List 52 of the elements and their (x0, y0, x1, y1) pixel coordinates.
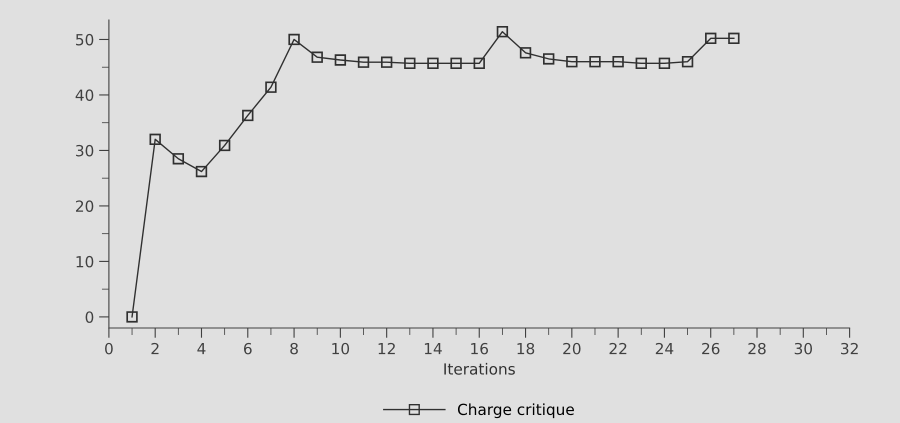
y-tick-label: 10 (76, 256, 94, 268)
x-tick-label: 20 (563, 342, 581, 354)
x-tick-label: 0 (105, 342, 113, 354)
point (612, 56, 624, 68)
point (126, 311, 138, 323)
point (312, 52, 323, 63)
x-tick-label: 22 (610, 342, 626, 354)
x-tick-label: 14 (424, 343, 442, 354)
point (450, 58, 462, 70)
point (172, 153, 184, 164)
point (658, 58, 670, 70)
x-tick-label: 4 (197, 343, 206, 354)
point (265, 81, 277, 93)
point (520, 47, 532, 58)
point (288, 34, 300, 46)
point (542, 53, 554, 65)
legend-label: Charge critique (458, 403, 574, 418)
point (474, 58, 485, 70)
x-tick-label: 32 (841, 342, 858, 354)
point (427, 58, 439, 70)
point (496, 26, 508, 38)
x-tick-label: 28 (748, 342, 766, 354)
x-tick-label: 30 (794, 342, 812, 354)
x-tick-label: 26 (702, 342, 720, 354)
point (150, 134, 161, 146)
point (218, 140, 230, 152)
x-tick-label: 16 (471, 342, 488, 354)
y-tick-label: 40 (76, 89, 94, 101)
x-axis-title: Iterations (444, 362, 515, 375)
x-tick-label: 2 (151, 342, 159, 354)
y-tick-label: 20 (76, 200, 94, 212)
point (636, 58, 647, 70)
point (380, 56, 392, 68)
point (705, 32, 716, 44)
x-tick-label: 6 (244, 342, 252, 354)
x-tick-label: 8 (290, 342, 298, 354)
y-tick-label: 0 (86, 311, 94, 323)
y-tick-label: 30 (76, 144, 94, 156)
point (682, 56, 694, 68)
point (566, 56, 578, 68)
point (589, 56, 601, 68)
x-tick-label: 18 (518, 342, 534, 354)
x-tick-label: 10 (332, 342, 350, 354)
point (334, 54, 346, 66)
point (358, 56, 370, 68)
point (196, 166, 208, 178)
x-tick-label: 24 (656, 342, 674, 354)
point (404, 58, 416, 70)
y-tick-label: 50 (76, 34, 94, 46)
point (242, 110, 254, 122)
x-tick-label: 12 (378, 342, 395, 354)
point (728, 32, 740, 44)
